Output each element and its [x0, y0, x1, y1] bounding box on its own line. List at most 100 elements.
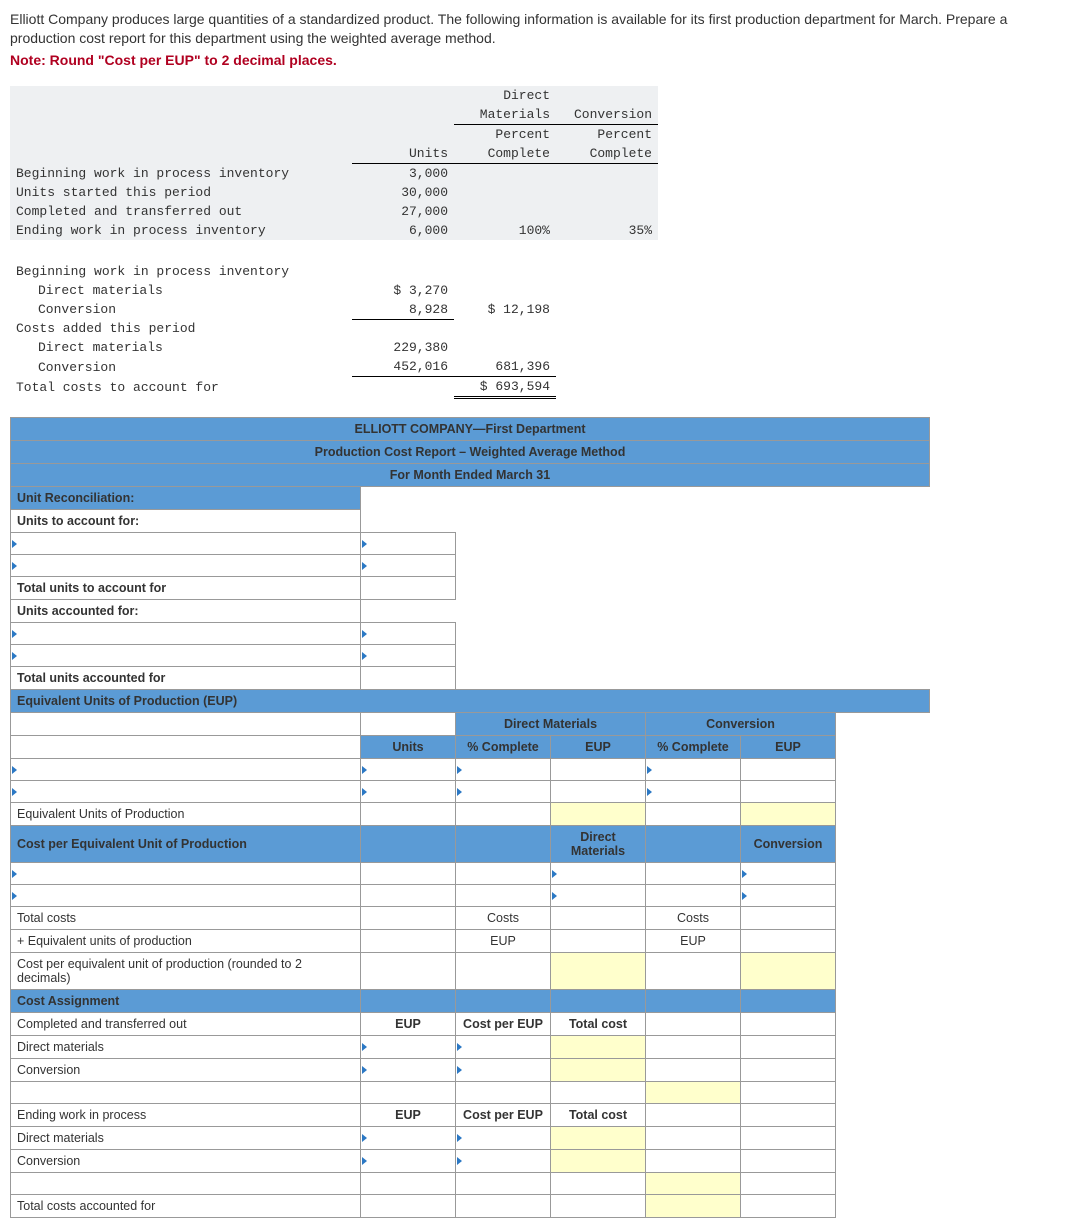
- bwip-cost-hdr: Beginning work in process inventory: [10, 262, 352, 281]
- units-to-acct-val-2[interactable]: [361, 555, 456, 577]
- eup-dm-eup: EUP: [551, 736, 646, 759]
- ca-ewip-eup-hdr: EUP: [361, 1104, 456, 1127]
- bwip-conv-val: 8,928: [352, 300, 454, 320]
- eup-row2-dmpct[interactable]: [456, 781, 551, 803]
- ca-cto-conv: Conversion: [11, 1059, 361, 1082]
- eup-row2-convpct[interactable]: [646, 781, 741, 803]
- unit-recon-hdr: Unit Reconciliation:: [11, 487, 361, 510]
- units-acct-for-hdr: Units accounted for:: [11, 600, 361, 623]
- hdr-conversion: Conversion: [556, 105, 658, 125]
- bwip-conv-label: Conversion: [10, 300, 352, 320]
- cto-units: 27,000: [352, 202, 454, 221]
- eup-dm-hdr: Direct Materials: [456, 713, 646, 736]
- row-bwip: Beginning work in process inventory: [10, 163, 352, 183]
- ca-ewip-total: [646, 1173, 741, 1195]
- eup-hdr: Equivalent Units of Production (EUP): [11, 690, 930, 713]
- ca-cto-dm: Direct materials: [11, 1036, 361, 1059]
- total-units-acct-for: Total units accounted for: [11, 667, 361, 690]
- cpe-row1-dm[interactable]: [551, 863, 646, 885]
- eup-units-col: Units: [361, 736, 456, 759]
- added-conv-label: Conversion: [10, 357, 352, 377]
- units-to-acct-input-1[interactable]: [11, 533, 361, 555]
- hdr-units: Units: [352, 144, 454, 164]
- added-subtotal: 681,396: [454, 357, 556, 377]
- total-costs-label: Total costs to account for: [10, 377, 352, 398]
- row-cto: Completed and transferred out: [10, 202, 352, 221]
- ca-cto-cpe-hdr: Cost per EUP: [456, 1013, 551, 1036]
- ca-cto-total: [646, 1082, 741, 1104]
- units-acct-for-input-1[interactable]: [11, 623, 361, 645]
- cost-assign-hdr: Cost Assignment: [11, 990, 361, 1013]
- ca-ewip-conv: Conversion: [11, 1150, 361, 1173]
- units-to-acct-val-1[interactable]: [361, 533, 456, 555]
- hdr-materials: Materials: [454, 105, 556, 125]
- total-costs-val: $ 693,594: [454, 377, 556, 398]
- row-ewip: Ending work in process inventory: [10, 221, 352, 240]
- eup-row1-label[interactable]: [11, 759, 361, 781]
- eup-dm-total: [551, 803, 646, 826]
- ca-ewip-conv-tc: [551, 1150, 646, 1173]
- report-title-2: Production Cost Report – Weighted Averag…: [11, 441, 930, 464]
- ca-ewip-conv-cpe[interactable]: [456, 1150, 551, 1173]
- cpe-row2[interactable]: [11, 885, 361, 907]
- units-to-acct-input-2[interactable]: [11, 555, 361, 577]
- added-dm-val: 229,380: [352, 338, 454, 357]
- hdr-percent1: Percent: [454, 124, 556, 144]
- units-acct-for-val-1[interactable]: [361, 623, 456, 645]
- hdr-complete2: Complete: [556, 144, 658, 164]
- total-costs-acct-for: Total costs accounted for: [11, 1195, 361, 1218]
- bwip-units: 3,000: [352, 163, 454, 183]
- eup-row2-units[interactable]: [361, 781, 456, 803]
- cpe-row2-conv[interactable]: [741, 885, 836, 907]
- ca-ewip-conv-eup[interactable]: [361, 1150, 456, 1173]
- ca-cto: Completed and transferred out: [11, 1013, 361, 1036]
- cpe-dm-hdr: Direct Materials: [551, 826, 646, 863]
- ca-cto-dm-cpe[interactable]: [456, 1036, 551, 1059]
- eup-conv-pct: % Complete: [646, 736, 741, 759]
- eup-dm-pct: % Complete: [456, 736, 551, 759]
- units-to-acct-hdr: Units to account for:: [11, 510, 361, 533]
- ca-cto-eup-hdr: EUP: [361, 1013, 456, 1036]
- eup-row1-units[interactable]: [361, 759, 456, 781]
- eup-conv-eup: EUP: [741, 736, 836, 759]
- report-title-3: For Month Ended March 31: [11, 464, 930, 487]
- ca-ewip-cpe-hdr: Cost per EUP: [456, 1104, 551, 1127]
- ca-ewip-dm-tc: [551, 1127, 646, 1150]
- cpe-hdr: Cost per Equivalent Unit of Production: [11, 826, 361, 863]
- ca-cto-conv-eup[interactable]: [361, 1059, 456, 1082]
- cpe-conv-hdr: Conversion: [741, 826, 836, 863]
- units-acct-for-input-2[interactable]: [11, 645, 361, 667]
- eup-row1-dmpct[interactable]: [456, 759, 551, 781]
- eup-row2-label[interactable]: [11, 781, 361, 803]
- row-started: Units started this period: [10, 183, 352, 202]
- ca-ewip-tc-hdr: Total cost: [551, 1104, 646, 1127]
- started-units: 30,000: [352, 183, 454, 202]
- ca-ewip-dm-eup[interactable]: [361, 1127, 456, 1150]
- ca-cto-conv-cpe[interactable]: [456, 1059, 551, 1082]
- ca-ewip: Ending work in process: [11, 1104, 361, 1127]
- eup-total-label: Equivalent Units of Production: [11, 803, 361, 826]
- eup-label-conv: EUP: [646, 930, 741, 953]
- units-acct-for-val-2[interactable]: [361, 645, 456, 667]
- cpe-row2-dm[interactable]: [551, 885, 646, 907]
- cpe-dm-result: [551, 953, 646, 990]
- ca-cto-dm-tc: [551, 1036, 646, 1059]
- hdr-percent2: Percent: [556, 124, 658, 144]
- grand-total: [646, 1195, 741, 1218]
- costs-label-dm: Costs: [456, 907, 551, 930]
- cpe-conv-result: [741, 953, 836, 990]
- bwip-subtotal: $ 12,198: [454, 300, 556, 320]
- ca-ewip-dm: Direct materials: [11, 1127, 361, 1150]
- cpe-row1[interactable]: [11, 863, 361, 885]
- ca-cto-dm-eup[interactable]: [361, 1036, 456, 1059]
- ca-ewip-dm-cpe[interactable]: [456, 1127, 551, 1150]
- cpe-row1-conv[interactable]: [741, 863, 836, 885]
- costs-label-conv: Costs: [646, 907, 741, 930]
- bwip-dm-label: Direct materials: [10, 281, 352, 300]
- bwip-dm-val: $ 3,270: [352, 281, 454, 300]
- eup-label-dm: EUP: [456, 930, 551, 953]
- production-cost-report: ELLIOTT COMPANY—First Department Product…: [10, 417, 930, 1218]
- added-dm-label: Direct materials: [10, 338, 352, 357]
- rounding-note: Note: Round "Cost per EUP" to 2 decimal …: [10, 52, 1060, 68]
- eup-row1-convpct[interactable]: [646, 759, 741, 781]
